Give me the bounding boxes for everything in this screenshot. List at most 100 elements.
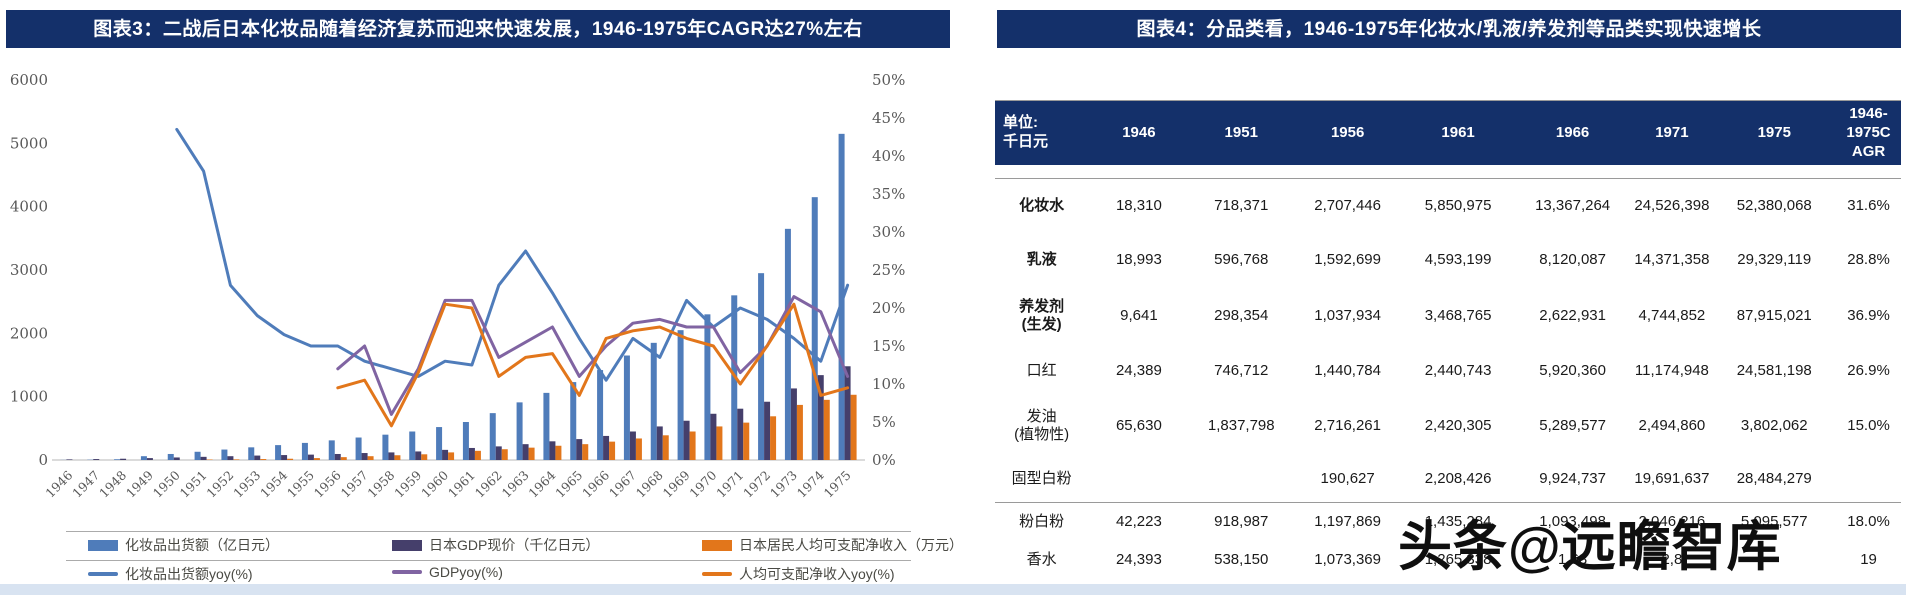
bar xyxy=(495,446,502,460)
right-axis-tick: 15% xyxy=(872,337,905,355)
table-body: 化妆水 18,310 718,371 2,707,446 5,850,975 13,367… xyxy=(995,165,1901,579)
table-cell: 15.0% xyxy=(1836,396,1901,455)
table-cell: 24,526,398 xyxy=(1631,178,1713,233)
bar xyxy=(355,437,362,460)
table-cell: 538,150 xyxy=(1189,540,1293,579)
x-axis-year-label: 1957 xyxy=(338,467,371,500)
legend-row-bars: 化妆品出货额（亿日元） 日本GDP现价（千亿日元） 日本居民人均可支配净收入（万元） xyxy=(6,535,963,555)
bar xyxy=(233,459,240,460)
line-series-0 xyxy=(175,127,850,382)
table-cell: 718,371 xyxy=(1189,178,1293,233)
bar xyxy=(468,447,475,460)
table-cell: 1,037,934 xyxy=(1292,286,1403,345)
bar xyxy=(167,453,174,460)
bar xyxy=(716,426,723,460)
bar xyxy=(811,197,818,460)
bar xyxy=(784,228,791,460)
bar xyxy=(301,442,308,460)
table-cell: 1,073,369 xyxy=(1292,540,1403,579)
table-row: 化妆水 18,310 718,371 2,707,446 5,850,975 13,367… xyxy=(995,178,1901,233)
category-table: 单位: 千日元 1946 1951 1956 1961 1966 1971 1975 1946-… xyxy=(995,100,1901,579)
bar xyxy=(576,439,583,460)
table-cell: 29,329,119 xyxy=(1712,232,1837,287)
bar xyxy=(790,388,797,460)
x-axis-year-label: 1960 xyxy=(418,467,451,500)
bar xyxy=(140,456,147,460)
bar xyxy=(683,420,690,460)
x-axis-year-label: 1971 xyxy=(713,468,746,501)
bar xyxy=(275,445,282,460)
x-axis-year-label: 1969 xyxy=(660,467,693,500)
legend-line-swatch xyxy=(702,572,732,576)
table-header-row: 单位: 千日元 1946 1951 1956 1961 1966 1971 1975 1946-… xyxy=(995,100,1901,166)
table-cell: 1,435,284 xyxy=(1402,502,1514,541)
bar xyxy=(260,459,267,460)
table-cell: 28,484,279 xyxy=(1712,454,1837,503)
bar xyxy=(597,370,604,460)
bar-series-1 xyxy=(66,366,851,460)
table-cell: 11,174,948 xyxy=(1631,344,1713,397)
legend-label: 日本居民人均可支配净收入（万元） xyxy=(739,537,963,553)
bar xyxy=(448,452,455,460)
table-cell: 1,265,338 xyxy=(1402,540,1514,579)
x-axis-year-label: 1955 xyxy=(284,468,317,501)
bar xyxy=(200,456,207,460)
table-cell: 1,63 xyxy=(1513,540,1632,579)
x-axis-year-label: 1948 xyxy=(96,467,129,500)
table-header-cell: 1961 xyxy=(1402,100,1514,166)
bar xyxy=(543,392,550,460)
bar xyxy=(388,452,395,460)
x-axis-labels: 1946194719481949195019511952195319541955… xyxy=(42,467,853,500)
left-axis-tick: 6000 xyxy=(10,71,48,89)
table-cell: 2,8 xyxy=(1631,540,1713,579)
table-cell: 1,093,498 xyxy=(1513,502,1632,541)
table-cell: 2,494,860 xyxy=(1631,396,1713,455)
right-axis-tick: 20% xyxy=(872,299,905,317)
right-axis-tick: 35% xyxy=(872,185,905,203)
bar xyxy=(737,408,744,460)
bar xyxy=(609,441,616,460)
figure4-title: 图表4：分品类看，1946-1975年化妆水/乳液/养发剂等品类实现快速增长 xyxy=(1136,19,1762,40)
table-cell: 3,802,062 xyxy=(1712,396,1837,455)
table-cell: 4,744,852 xyxy=(1631,286,1713,345)
bar-series-0 xyxy=(60,133,845,460)
table-category-cell: 香水 xyxy=(995,540,1089,579)
table-cell: 2,622,931 xyxy=(1513,286,1632,345)
legend-label: 化妆品出货额（亿日元） xyxy=(125,537,279,553)
x-axis-year-label: 1952 xyxy=(203,468,236,501)
table-category-cell: 乳液 xyxy=(995,232,1089,287)
table-cell: 2,440,743 xyxy=(1402,344,1514,397)
legend-entry: GDPyoy(%) xyxy=(392,564,503,580)
bar xyxy=(361,453,368,460)
table-cell: 2,208,426 xyxy=(1402,454,1514,503)
table-row: 发油 (植物性) 65,630 1,837,798 2,716,261 2,420,30… xyxy=(995,396,1901,455)
bar xyxy=(796,404,803,460)
legend-line-swatch xyxy=(392,570,422,574)
bar xyxy=(409,431,416,460)
bar xyxy=(704,314,711,460)
x-axis-year-label: 1950 xyxy=(150,467,183,500)
x-axis-year-label: 1949 xyxy=(123,467,156,500)
x-axis-year-label: 1973 xyxy=(767,467,800,500)
legend-row-lines: 化妆品出货额yoy(%) GDPyoy(%) 人均可支配净收入yoy(%) xyxy=(6,564,950,584)
bar xyxy=(328,440,335,460)
table-cell: 24,389 xyxy=(1088,344,1190,397)
legend-label: 日本GDP现价（千亿日元） xyxy=(429,537,600,553)
bar xyxy=(415,451,422,460)
table-row: 固型白粉 190,627 2,208,426 9,924,737 19,691,637 2… xyxy=(995,454,1901,503)
bar xyxy=(743,422,750,460)
table-cell: 1,440,784 xyxy=(1292,344,1403,397)
left-axis-tick: 4000 xyxy=(10,198,48,216)
table-header-cell: 1971 xyxy=(1631,100,1713,166)
legend-divider xyxy=(66,531,911,532)
table-cell: 2,046,216 xyxy=(1631,502,1713,541)
table-cell: 4,593,199 xyxy=(1402,232,1514,287)
table-cell: 65,630 xyxy=(1088,396,1190,455)
axes: 0 1000 2000 3000 4000 5000 6000 0% 5% 10% 15% 20% 25… xyxy=(10,71,906,469)
table-row: 口红 24,389 746,712 1,440,784 2,440,743 5,920,3… xyxy=(995,344,1901,397)
table-header-cell: 1975 xyxy=(1712,100,1837,166)
x-axis-year-label: 1946 xyxy=(42,467,75,500)
table-header-cell: 单位: 千日元 xyxy=(995,100,1089,166)
bar xyxy=(206,459,213,460)
right-axis-tick: 30% xyxy=(872,223,905,241)
